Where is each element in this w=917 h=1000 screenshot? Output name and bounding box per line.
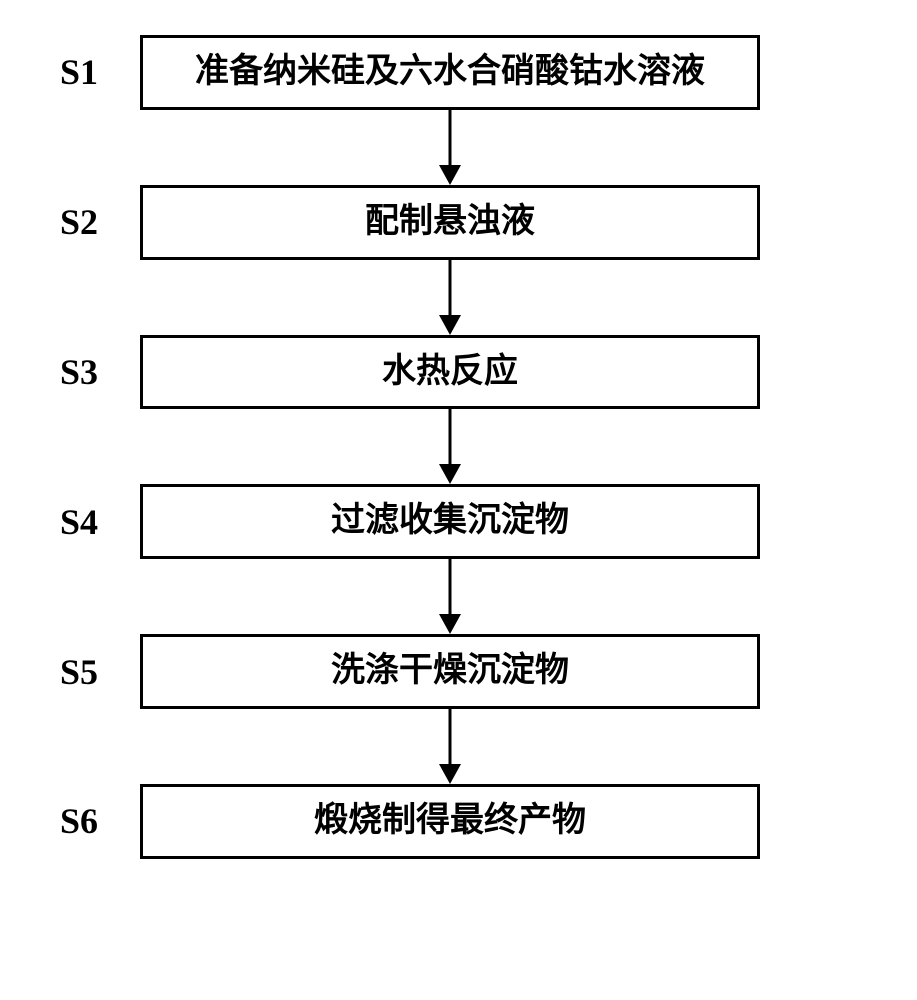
arrow-s2-s3 (140, 260, 760, 335)
arrow-s3-s4 (140, 409, 760, 484)
step-label-s2: S2 (60, 201, 140, 243)
step-row-s2: S2 配制悬浊液 (60, 185, 760, 260)
flowchart-container: S1 准备纳米硅及六水合硝酸钴水溶液 S2 配制悬浊液 S3 水热反应 S4 过… (60, 35, 760, 859)
step-box-s3: 水热反应 (140, 335, 760, 410)
step-row-s4: S4 过滤收集沉淀物 (60, 484, 760, 559)
step-label-s5: S5 (60, 651, 140, 693)
step-box-s6: 煅烧制得最终产物 (140, 784, 760, 859)
step-row-s1: S1 准备纳米硅及六水合硝酸钴水溶液 (60, 35, 760, 110)
step-box-s2: 配制悬浊液 (140, 185, 760, 260)
step-row-s5: S5 洗涤干燥沉淀物 (60, 634, 760, 709)
step-label-s1: S1 (60, 51, 140, 93)
arrow-s4-s5 (140, 559, 760, 634)
step-row-s3: S3 水热反应 (60, 335, 760, 410)
arrow-s5-s6 (140, 709, 760, 784)
arrow-s1-s2 (140, 110, 760, 185)
step-label-s3: S3 (60, 351, 140, 393)
step-label-s6: S6 (60, 800, 140, 842)
step-label-s4: S4 (60, 501, 140, 543)
step-box-s4: 过滤收集沉淀物 (140, 484, 760, 559)
step-box-s5: 洗涤干燥沉淀物 (140, 634, 760, 709)
step-box-s1: 准备纳米硅及六水合硝酸钴水溶液 (140, 35, 760, 110)
step-row-s6: S6 煅烧制得最终产物 (60, 784, 760, 859)
